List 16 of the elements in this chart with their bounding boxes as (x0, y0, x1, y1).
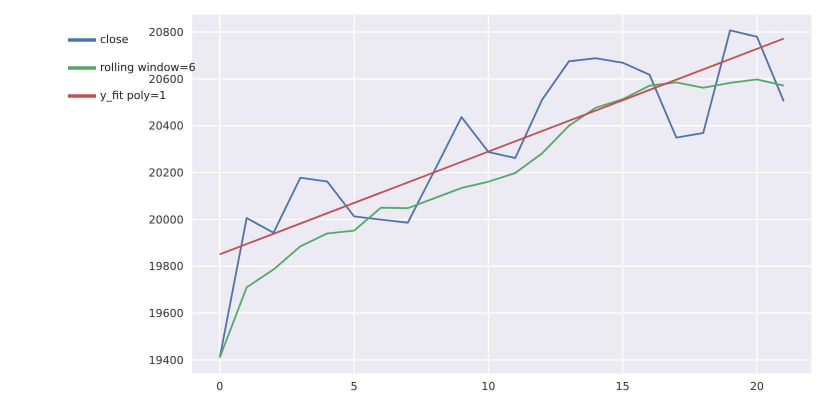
y-tick-label: 20200 (148, 166, 184, 180)
y-tick-label: 19400 (148, 354, 184, 367)
y-tick-label: 20600 (148, 72, 184, 86)
y-tick-label: 19800 (148, 260, 184, 274)
x-tick-label: 5 (350, 380, 358, 393)
y-tick-label: 20400 (148, 120, 184, 133)
legend-label: rolling window=6 (100, 61, 196, 74)
x-tick-label: 15 (616, 380, 630, 393)
y-tick-label: 19600 (148, 307, 184, 320)
x-tick-label: 10 (481, 380, 496, 393)
y-tick-label: 20000 (148, 213, 184, 226)
x-tick-label: 20 (750, 380, 764, 393)
legend-label: y_fit poly=1 (100, 89, 166, 102)
x-tick-label: 0 (216, 380, 224, 393)
y-tick-label: 20800 (148, 26, 184, 39)
legend-label: close (100, 33, 128, 46)
